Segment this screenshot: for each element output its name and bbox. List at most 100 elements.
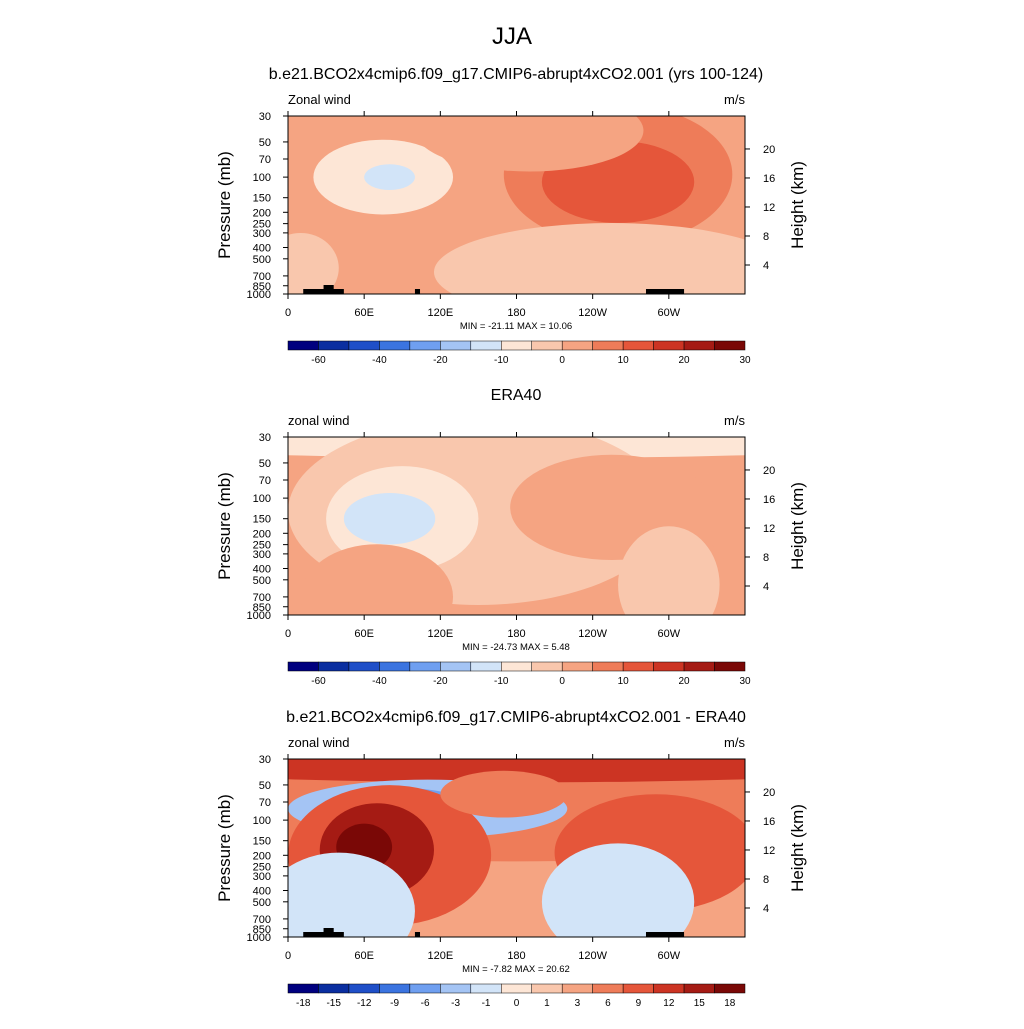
colorbar-label: 30 [739, 355, 751, 366]
colorbar-swatch [561, 340, 593, 351]
pressure-tick-label: 100 [253, 493, 271, 505]
topography-block-3 [645, 932, 685, 937]
colorbar-label: 18 [724, 998, 736, 1009]
pressure-tick-label: 70 [259, 154, 271, 166]
lon-tick-label: 0 [285, 950, 291, 962]
colorbar-label: -40 [372, 676, 387, 687]
field-contour-8 [288, 233, 339, 294]
pressure-tick-label: 850 [253, 602, 271, 614]
min-max-stats: MIN = -24.73 MAX = 5.48 [462, 642, 570, 653]
pressure-tick-label: 400 [253, 885, 271, 897]
colorbar-label: 12 [663, 998, 675, 1009]
pressure-tick-label: 700 [253, 271, 271, 283]
colorbar-label: 0 [559, 355, 565, 366]
field-contour-10 [440, 770, 568, 818]
colorbar-swatch [318, 661, 350, 672]
pressure-tick-label: 70 [259, 797, 271, 809]
lon-tick-label: 0 [285, 307, 291, 319]
lon-tick-label: 180 [507, 950, 525, 962]
colorbar-swatch [683, 661, 715, 672]
min-max-stats: MIN = -7.82 MAX = 20.62 [462, 964, 570, 975]
colorbar-label: -60 [311, 355, 326, 366]
panel-3: b.e21.BCO2x4cmip6.f09_g17.CMIP6-abrupt4x… [215, 709, 807, 1009]
lon-tick-label: 120W [578, 950, 607, 962]
panel-title: ERA40 [491, 387, 542, 404]
y-axis-label: Pressure (mb) [215, 794, 234, 902]
colorbar-label: -40 [372, 355, 387, 366]
colorbar-swatch [348, 983, 380, 994]
pressure-tick-label: 1000 [247, 610, 271, 622]
colorbar: -60 -40 -20 -10 0 10 20 30 [287, 340, 751, 366]
colorbar-swatch [592, 340, 624, 351]
colorbar-label: -6 [421, 998, 430, 1009]
pressure-tick-label: 150 [253, 514, 271, 526]
pressure-tick-label: 1000 [247, 932, 271, 944]
pressure-tick-label: 250 [253, 219, 271, 231]
topography-block-0 [303, 932, 344, 937]
colorbar-swatch [501, 661, 532, 672]
colorbar-label: -10 [494, 355, 509, 366]
colorbar-swatch [622, 340, 654, 351]
colorbar-label: 0 [559, 676, 565, 687]
y-axis-label: Pressure (mb) [215, 151, 234, 259]
pressure-tick-label: 50 [259, 780, 271, 792]
colorbar-swatch [318, 340, 350, 351]
pressure-tick-label: 250 [253, 540, 271, 552]
colorbar-swatch [409, 340, 441, 351]
lon-tick-label: 180 [507, 628, 525, 640]
colorbar-label: -10 [494, 676, 509, 687]
panel-1: b.e21.BCO2x4cmip6.f09_g17.CMIP6-abrupt4x… [215, 66, 807, 366]
lon-tick-label: 120W [578, 628, 607, 640]
pressure-tick-label: 400 [253, 242, 271, 254]
topography-block-2 [414, 932, 421, 937]
colorbar-swatch [287, 983, 319, 994]
colorbar-swatch [714, 983, 746, 994]
height-tick-label: 12 [763, 845, 775, 857]
topography-block-3 [645, 289, 685, 294]
colorbar-swatch [287, 661, 319, 672]
panel-units-label: m/s [724, 413, 745, 428]
colorbar-label: -20 [433, 676, 448, 687]
panel-title: b.e21.BCO2x4cmip6.f09_g17.CMIP6-abrupt4x… [269, 66, 763, 83]
colorbar-swatch [501, 983, 532, 994]
colorbar-swatch [592, 661, 624, 672]
topography [303, 285, 685, 294]
colorbar-swatch [531, 340, 563, 351]
pressure-tick-label: 200 [253, 850, 271, 862]
topography-block-2 [414, 289, 421, 294]
colorbar-swatch [318, 983, 350, 994]
colorbar-swatch [287, 340, 319, 351]
pressure-tick-label: 1000 [247, 289, 271, 301]
colorbar-label: -12 [357, 998, 372, 1009]
topography-block-1 [326, 289, 339, 294]
colorbar-swatch [501, 340, 532, 351]
topography-peak [323, 928, 334, 932]
lon-tick-label: 180 [507, 307, 525, 319]
topography-block-1 [326, 932, 339, 937]
pressure-tick-label: 50 [259, 137, 271, 149]
colorbar-label: 9 [636, 998, 642, 1009]
colorbar-label: -3 [451, 998, 460, 1009]
pressure-tick-label: 200 [253, 207, 271, 219]
colorbar-swatch [440, 340, 472, 351]
colorbar-swatch [379, 340, 411, 351]
topography-block-0 [303, 289, 344, 294]
field-layer [288, 437, 745, 615]
colorbar-swatch [653, 661, 685, 672]
field-contour-1 [288, 759, 745, 783]
height-tick-label: 16 [763, 173, 775, 185]
colorbar-swatch [561, 983, 593, 994]
colorbar-swatch [683, 340, 715, 351]
colorbar-swatch [714, 661, 746, 672]
height-tick-label: 4 [763, 581, 769, 593]
panel-title: b.e21.BCO2x4cmip6.f09_g17.CMIP6-abrupt4x… [286, 709, 746, 726]
colorbar-swatch [714, 340, 746, 351]
height-tick-label: 20 [763, 144, 775, 156]
colorbar-swatch [440, 983, 472, 994]
lon-tick-label: 60W [658, 950, 681, 962]
field-layer [288, 759, 745, 937]
pressure-tick-label: 850 [253, 281, 271, 293]
height-tick-label: 16 [763, 816, 775, 828]
lon-tick-label: 120E [427, 307, 453, 319]
